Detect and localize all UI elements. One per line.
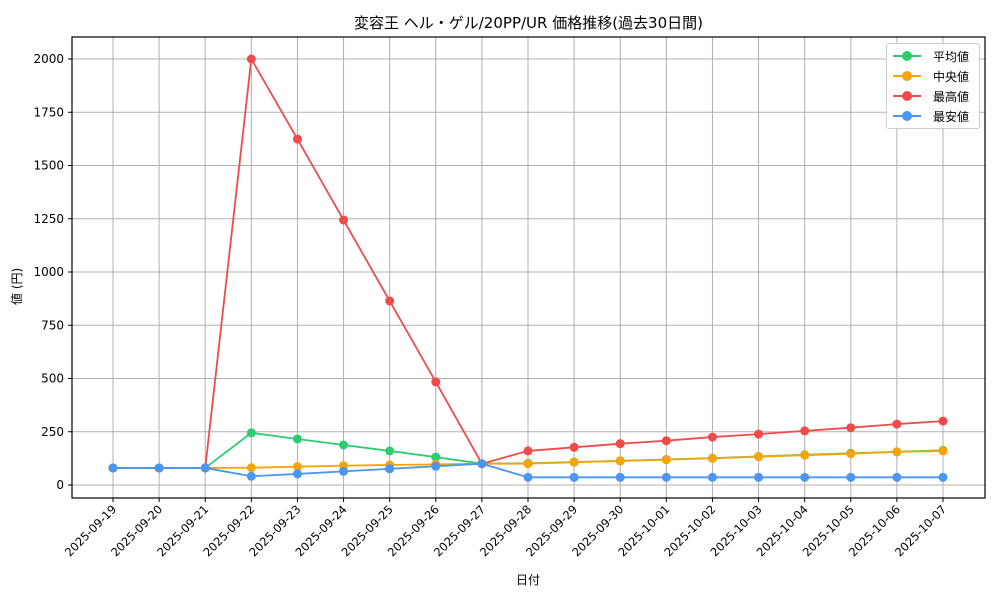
- data-point: [707, 432, 717, 442]
- data-point: [846, 472, 856, 482]
- data-point: [615, 456, 625, 466]
- grid: [72, 37, 985, 498]
- data-point: [707, 453, 717, 463]
- legend-label: 最安値: [933, 110, 970, 124]
- y-tick-label: 1250: [33, 212, 64, 226]
- legend-label: 平均値: [933, 50, 970, 64]
- data-point: [385, 446, 395, 456]
- x-axis: 2025-09-192025-09-202025-09-212025-09-22…: [62, 498, 949, 559]
- y-tick-label: 0: [56, 478, 64, 492]
- data-point: [523, 472, 533, 482]
- data-point: [292, 462, 302, 472]
- y-tick-label: 2000: [33, 52, 64, 66]
- data-point: [246, 463, 256, 473]
- data-point: [431, 452, 441, 462]
- data-point: [754, 452, 764, 462]
- data-point: [661, 472, 671, 482]
- data-point: [800, 450, 810, 460]
- data-point: [615, 439, 625, 449]
- data-point: [385, 464, 395, 474]
- y-tick-label: 750: [41, 318, 64, 332]
- data-point: [431, 377, 441, 387]
- data-point: [938, 416, 948, 426]
- legend-item-median: 中央値: [893, 67, 979, 85]
- data-point: [339, 440, 349, 450]
- data-point: [431, 461, 441, 471]
- y-tick-label: 1500: [33, 159, 64, 173]
- data-point: [938, 446, 948, 456]
- data-point: [154, 463, 164, 473]
- data-point: [292, 134, 302, 144]
- legend-marker-icon: [902, 111, 912, 121]
- legend: 平均値 中央値 最高値 最安値: [886, 43, 980, 129]
- data-point: [292, 434, 302, 444]
- legend-label: 最高値: [933, 90, 970, 104]
- data-point: [892, 419, 902, 429]
- data-point: [938, 472, 948, 482]
- data-point: [661, 436, 671, 446]
- data-point: [292, 469, 302, 479]
- x-axis-label: 日付: [516, 573, 541, 587]
- data-point: [569, 442, 579, 452]
- y-tick-label: 250: [41, 425, 64, 439]
- data-point: [523, 459, 533, 469]
- data-point: [707, 472, 717, 482]
- data-point: [800, 426, 810, 436]
- data-point: [385, 296, 395, 306]
- legend-marker-icon: [902, 71, 912, 81]
- data-point: [569, 472, 579, 482]
- data-point: [892, 447, 902, 457]
- y-tick-label: 1000: [33, 265, 64, 279]
- y-tick-label: 500: [41, 372, 64, 386]
- legend-marker-icon: [902, 51, 912, 61]
- data-point: [846, 449, 856, 459]
- data-point: [800, 472, 810, 482]
- legend-item-mean: 平均値: [893, 47, 979, 65]
- legend-label: 中央値: [933, 70, 970, 84]
- data-point: [569, 457, 579, 467]
- data-point: [200, 463, 210, 473]
- data-point: [246, 471, 256, 481]
- y-tick-label: 1750: [33, 105, 64, 119]
- data-point: [892, 472, 902, 482]
- chart-title: 変容王 ヘル・ゲル/20PP/UR 価格推移(過去30日間): [353, 14, 703, 32]
- data-point: [339, 215, 349, 225]
- data-point: [477, 459, 487, 469]
- legend-marker-icon: [902, 91, 912, 101]
- data-point: [339, 466, 349, 476]
- data-point: [246, 54, 256, 64]
- data-point: [523, 446, 533, 456]
- data-point: [615, 472, 625, 482]
- data-point: [108, 463, 118, 473]
- data-point: [754, 429, 764, 439]
- data-point: [246, 428, 256, 438]
- data-point: [754, 472, 764, 482]
- legend-item-max: 最高値: [893, 87, 979, 105]
- legend-item-min: 最安値: [893, 107, 979, 125]
- series-min: [108, 459, 948, 482]
- data-point: [661, 455, 671, 465]
- y-axis: 0 250 500 750 1000 1250 1500 1750 2000: [33, 52, 72, 492]
- data-point: [846, 423, 856, 433]
